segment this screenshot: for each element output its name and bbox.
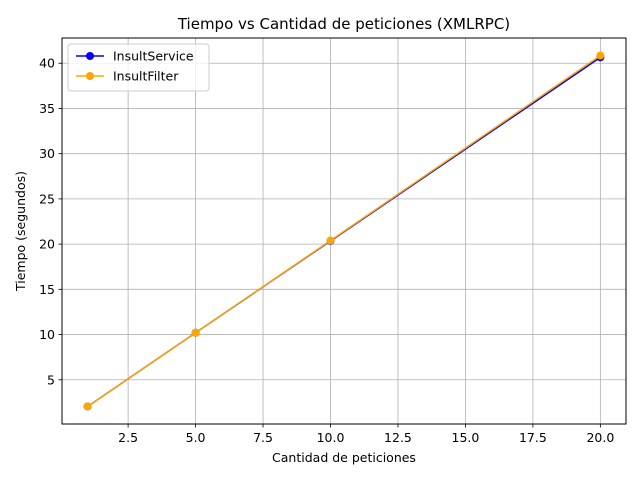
x-tick-label: 20.0 bbox=[586, 430, 614, 445]
legend-marker bbox=[86, 72, 94, 80]
series-insultfilter bbox=[83, 51, 605, 411]
data-point bbox=[83, 402, 92, 411]
x-tick-label: 2.5 bbox=[118, 430, 138, 445]
legend-label: InsultService bbox=[113, 49, 194, 64]
y-tick-label: 30 bbox=[39, 146, 55, 161]
x-axis: 2.5 5.0 7.5 10.0 12.5 15.0 17.5 20.0 bbox=[118, 424, 614, 445]
y-tick-label: 15 bbox=[39, 282, 55, 297]
data-point bbox=[326, 236, 335, 245]
series-line bbox=[87, 54, 601, 408]
x-axis-title: Cantidad de peticiones bbox=[272, 450, 416, 465]
y-tick-label: 40 bbox=[39, 56, 55, 71]
grid bbox=[62, 38, 626, 424]
y-tick-label: 20 bbox=[39, 237, 55, 252]
y-tick-label: 5 bbox=[47, 372, 55, 387]
legend: InsultService InsultFilter bbox=[67, 43, 210, 92]
chart-title: Tiempo vs Cantidad de peticiones (XMLRPC… bbox=[177, 15, 510, 33]
series-layer bbox=[83, 51, 605, 411]
y-tick-label: 10 bbox=[39, 327, 55, 342]
x-tick-label: 15.0 bbox=[452, 430, 480, 445]
y-tick-label: 25 bbox=[39, 191, 55, 206]
y-axis-title: Tiempo (segundos) bbox=[13, 171, 28, 292]
data-point bbox=[191, 328, 200, 337]
legend-item: InsultFilter bbox=[76, 69, 179, 84]
legend-label: InsultFilter bbox=[113, 69, 179, 84]
x-tick-label: 12.5 bbox=[384, 430, 412, 445]
legend-marker bbox=[86, 52, 94, 60]
x-tick-label: 17.5 bbox=[519, 430, 547, 445]
x-tick-label: 7.5 bbox=[253, 430, 273, 445]
plot-frame bbox=[61, 37, 627, 425]
y-axis: 5 10 15 20 25 30 35 40 bbox=[39, 56, 62, 387]
x-tick-label: 10.0 bbox=[317, 430, 345, 445]
x-tick-label: 5.0 bbox=[186, 430, 206, 445]
data-point bbox=[596, 51, 605, 60]
legend-item: InsultService bbox=[76, 49, 194, 64]
y-tick-label: 35 bbox=[39, 101, 55, 116]
